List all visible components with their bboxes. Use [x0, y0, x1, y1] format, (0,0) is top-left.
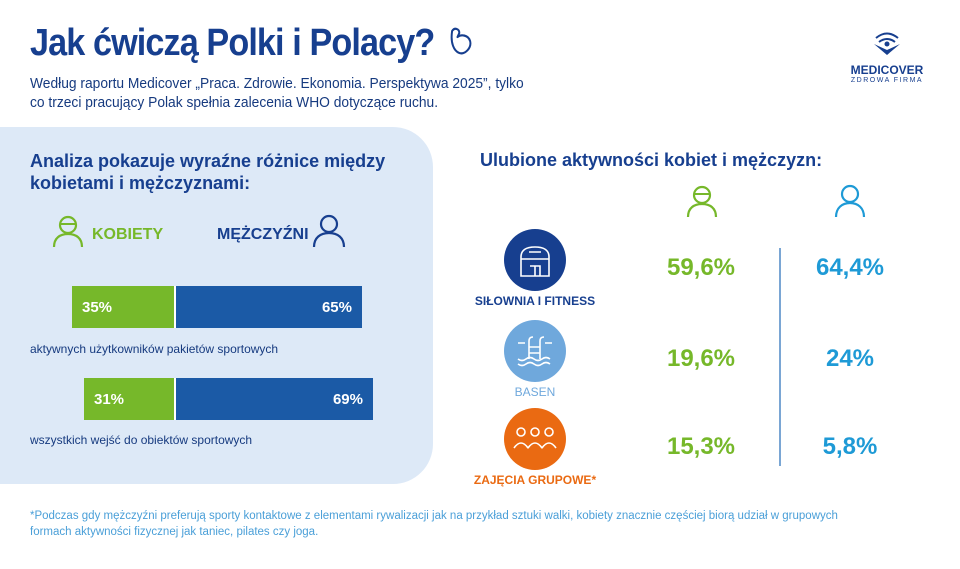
panel-heading: Analiza pokazuje wyraźne różnice między k… [30, 150, 430, 194]
bar-men-1: 69% [173, 378, 373, 420]
bar-women-1: 31% [84, 378, 174, 420]
column-divider [779, 248, 781, 466]
legend-men: MĘŻCZYŹNI [217, 226, 309, 243]
page-title: Jak ćwiczą Polki i Polacy? [30, 22, 477, 65]
man-icon [312, 214, 346, 248]
group-people-icon [504, 408, 566, 470]
activity-label: BASEN [514, 385, 556, 399]
medicover-logo: MEDICOVER ZDROWA FIRMA [832, 28, 942, 84]
logo-tagline: ZDROWA FIRMA [850, 77, 924, 84]
data-label: 65% [321, 298, 352, 316]
title-text: Jak ćwiczą Polki i Polacy? [30, 22, 435, 64]
bar-women-0: 35% [72, 286, 174, 328]
data-label: 35% [82, 298, 113, 316]
data-label: 31% [94, 390, 125, 408]
heading-line: kobietami i mężczyznami: [30, 173, 251, 193]
gym-building-icon [504, 229, 566, 291]
activity-label: ZAJĘCIA GRUPOWE* [473, 473, 597, 487]
legend-women: KOBIETY [92, 226, 164, 243]
bar-men-0: 65% [173, 286, 362, 328]
logo-mark-icon [874, 32, 900, 55]
data-label: 69% [332, 390, 363, 408]
woman-column-icon [686, 185, 718, 218]
activity-label: SIŁOWNIA I FITNESS [474, 294, 596, 308]
man-column-icon [834, 184, 866, 218]
activities-heading: Ulubione aktywności kobiet i mężczyzn: [480, 150, 823, 170]
subtitle-line: Według raportu Medicover „Praca. Zdrowie… [30, 75, 524, 92]
men-percent: 5,8% [822, 433, 878, 460]
category-label: wszystkich wejść do obiektów sportowych [30, 433, 253, 447]
pool-ladder-icon [504, 320, 566, 382]
woman-icon [52, 215, 84, 248]
flexed-arm-icon [450, 27, 472, 55]
men-percent: 24% [825, 345, 875, 372]
bar-row-1: 31% 69% [84, 378, 373, 420]
bar-row-0: 35% 65% [72, 286, 362, 328]
subtitle: Według raportu Medicover „Praca. Zdrowie… [30, 74, 582, 112]
logo-name: MEDICOVER [850, 63, 924, 77]
men-percent: 64,4% [815, 254, 885, 281]
category-label: aktywnych użytkowników pakietów sportowy… [30, 342, 279, 356]
footnote-line: formach aktywności fizycznej jak taniec,… [30, 526, 319, 538]
women-percent: 59,6% [666, 254, 736, 281]
footnote-line: *Podczas gdy mężczyźni preferują sporty … [30, 510, 838, 522]
women-percent: 15,3% [666, 433, 736, 460]
heading-line: Analiza pokazuje wyraźne różnice między [30, 151, 386, 171]
women-percent: 19,6% [666, 345, 736, 372]
subtitle-line: co trzeci pracujący Polak spełnia zalece… [30, 94, 439, 111]
footnote: *Podczas gdy mężczyźni preferują sporty … [30, 508, 930, 540]
